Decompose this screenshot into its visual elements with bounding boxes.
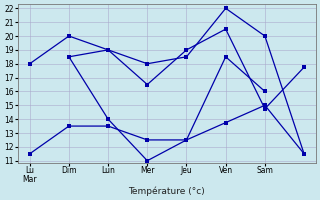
X-axis label: Température (°c): Température (°c) xyxy=(129,186,205,196)
